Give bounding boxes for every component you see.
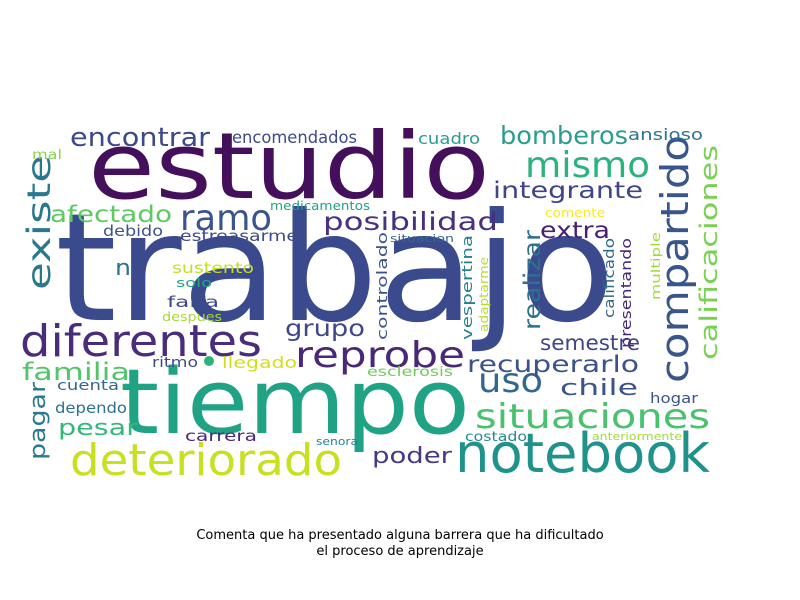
cloud-word: llegado — [222, 353, 297, 372]
cloud-word: extra — [540, 218, 610, 244]
cloud-word: ramo — [180, 198, 272, 239]
cloud-word: existe — [20, 155, 58, 290]
cloud-word: presentando — [619, 238, 635, 348]
cloud-word: afectado — [50, 202, 172, 228]
cloud-word: estreasarme — [180, 227, 298, 245]
cloud-word: reprobe — [295, 335, 465, 376]
cloud-word: tiempo — [120, 350, 470, 455]
cloud-word: adaptarme — [477, 257, 491, 332]
cloud-word: comente — [545, 206, 605, 220]
cloud-word: calificado — [602, 238, 618, 318]
cloud-word: solo — [176, 276, 212, 290]
cloud-word: diferentes — [20, 316, 262, 367]
cloud-word: situaciones — [475, 397, 710, 437]
cloud-word: compartido — [653, 135, 697, 383]
cloud-word: carrera — [185, 427, 257, 445]
cloud-word: medicamentos — [270, 199, 370, 213]
cloud-word: sustento — [172, 259, 254, 277]
cloud-word: multiple — [649, 232, 663, 300]
cloud-word: cuenta — [57, 378, 119, 394]
cloud-word: grupo — [285, 316, 365, 342]
word-layer: trabajoestudiotiemponotebookdiferentesde… — [20, 113, 723, 486]
cloud-word: cuadro — [418, 129, 480, 148]
cloud-word: uso — [478, 361, 543, 401]
cloud-word: situacion — [390, 232, 454, 245]
cloud-word: debido — [103, 222, 163, 240]
cloud-word: despues — [162, 310, 222, 324]
cloud-word: pesar — [58, 416, 139, 441]
cloud-word: realizar — [520, 229, 546, 330]
cloud-word: recuperarlo — [467, 352, 639, 378]
cloud-word: bomberos — [500, 121, 628, 150]
cloud-word: integrante — [493, 178, 643, 204]
caption-line-1: Comenta que ha presentado alguna barrera… — [196, 528, 604, 543]
cloud-word: posibilidad — [323, 207, 498, 236]
cloud-word: anteriormente — [592, 430, 682, 443]
cloud-word: vespertina — [460, 235, 476, 340]
cloud-word: senora — [316, 435, 358, 448]
cloud-word: deteriorado — [70, 435, 342, 486]
cloud-word: falta — [167, 293, 219, 311]
cloud-word: estudio — [88, 113, 490, 220]
cloud-word: notebook — [455, 422, 711, 485]
cloud-word: encomendados — [232, 128, 357, 148]
cloud-word: mismo — [525, 145, 650, 186]
cloud-word: hogar — [650, 391, 698, 407]
figure-caption: Comenta que ha presentado alguna barrera… — [100, 528, 700, 560]
caption-line-2: el proceso de aprendizaje — [316, 544, 484, 559]
cloud-word: controlado — [375, 232, 391, 340]
cloud-word: trabajo — [55, 182, 615, 356]
cloud-word: chile — [560, 376, 638, 401]
cloud-word: esclerosis — [367, 365, 453, 380]
cloud-word: encontrar — [70, 123, 210, 153]
cloud-word: familia — [22, 358, 130, 386]
cloud-word: pagar — [26, 381, 51, 460]
cloud-word: calificaciones — [695, 145, 723, 360]
dot-mark — [204, 356, 214, 366]
cloud-word: ansioso — [628, 125, 703, 144]
cloud-word: mal — [32, 148, 62, 163]
cloud-word: n — [115, 256, 131, 281]
cloud-word: ritmo — [152, 355, 198, 371]
cloud-word: costado — [465, 430, 527, 445]
cloud-word: poder — [372, 444, 453, 469]
cloud-word: dependo — [55, 399, 127, 417]
cloud-word: semestre — [540, 331, 640, 355]
